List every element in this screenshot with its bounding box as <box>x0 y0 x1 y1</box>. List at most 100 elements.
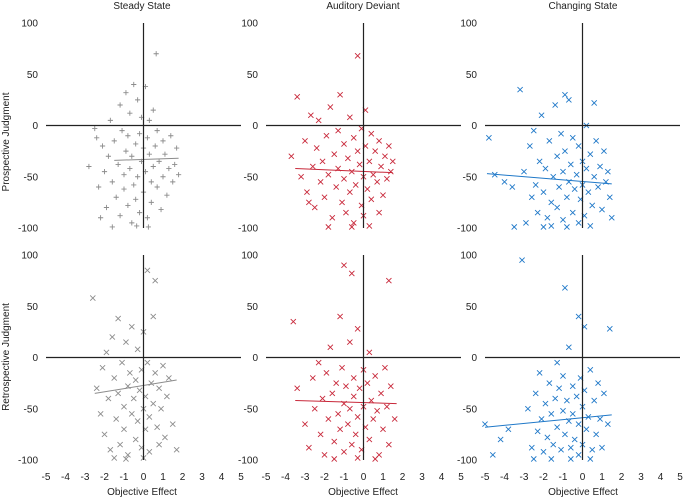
data-point <box>354 325 361 332</box>
data-point <box>127 110 133 116</box>
y-tick-label: -100 <box>238 224 258 235</box>
data-point <box>346 114 353 121</box>
data-point <box>113 416 120 422</box>
x-tick-label: -4 <box>61 472 70 483</box>
data-point <box>107 446 114 453</box>
x-tick-label: -1 <box>120 472 129 483</box>
data-point <box>563 224 570 230</box>
data-point <box>523 219 529 226</box>
data-point <box>158 405 164 412</box>
fit-line <box>486 173 612 185</box>
data-point <box>172 161 178 168</box>
data-point <box>105 153 111 159</box>
data-point <box>89 295 96 301</box>
x-tick-label: 0 <box>141 472 147 483</box>
data-point <box>354 52 361 59</box>
data-point <box>376 137 383 144</box>
data-point <box>538 112 545 119</box>
data-point <box>352 182 359 188</box>
data-point <box>575 421 582 428</box>
data-point <box>383 175 390 182</box>
data-point <box>109 179 115 185</box>
data-point <box>364 186 371 192</box>
data-point <box>526 143 533 149</box>
data-point <box>305 199 312 206</box>
panel-deviant-prospective <box>266 23 461 230</box>
data-point <box>599 444 605 451</box>
data-point <box>144 135 150 141</box>
y-tick-label: -50 <box>463 404 478 415</box>
y-tick-label: 50 <box>466 302 478 313</box>
data-point <box>569 383 576 390</box>
data-point <box>530 127 537 134</box>
data-point <box>169 421 176 428</box>
data-point <box>380 192 386 199</box>
data-point <box>563 397 570 404</box>
fit-line <box>295 168 393 174</box>
data-point <box>111 455 118 461</box>
data-point <box>327 344 334 351</box>
fit-line <box>114 157 179 161</box>
data-point <box>126 369 133 376</box>
data-point <box>107 117 113 123</box>
data-point <box>558 446 564 453</box>
data-point <box>162 434 168 441</box>
y-tick-label: -100 <box>18 224 38 235</box>
x-tick-label: 5 <box>677 472 683 483</box>
data-point <box>98 215 104 221</box>
data-point <box>356 385 363 392</box>
x-tick-label: 4 <box>658 472 664 483</box>
y-tick-label: 50 <box>247 70 259 81</box>
y-tick-label: -50 <box>24 404 39 415</box>
x-tick-label: -2 <box>100 472 109 483</box>
data-point <box>156 441 163 448</box>
y-tick-label: 0 <box>32 353 38 364</box>
data-point <box>573 393 580 400</box>
y-tick-label: 0 <box>471 353 477 364</box>
y-tick-label: -50 <box>244 404 259 415</box>
data-point <box>343 383 349 390</box>
y-tick-label: 0 <box>252 121 258 132</box>
data-point <box>128 323 135 330</box>
data-point <box>119 128 125 134</box>
y-tick-label: -50 <box>463 172 478 183</box>
data-point <box>123 339 129 346</box>
data-point <box>538 416 545 422</box>
data-point <box>556 184 563 190</box>
data-point <box>548 223 555 229</box>
data-point <box>92 125 98 132</box>
data-point <box>587 223 594 229</box>
data-point <box>354 455 361 461</box>
x-tick-label: 3 <box>419 472 425 483</box>
data-point <box>591 397 598 404</box>
y-tick-label: 50 <box>466 70 478 81</box>
data-point <box>298 173 305 180</box>
data-point <box>368 130 375 137</box>
data-point <box>542 165 549 172</box>
data-point <box>317 178 324 185</box>
data-point <box>150 400 157 407</box>
x-tick-label: -5 <box>262 472 271 483</box>
y-tick-label: -100 <box>457 456 477 467</box>
data-point <box>528 194 535 201</box>
data-point <box>352 431 359 438</box>
x-tick-label: 1 <box>380 472 386 483</box>
data-point <box>528 444 535 451</box>
data-point <box>323 132 330 139</box>
y-tick-label: 100 <box>460 19 477 30</box>
data-point <box>315 359 322 366</box>
column-title-steady: Steady State <box>113 1 171 12</box>
data-point <box>385 143 392 149</box>
data-point <box>329 214 336 221</box>
data-point <box>593 137 600 144</box>
data-point <box>366 436 373 443</box>
y-tick-label: 100 <box>241 19 258 30</box>
data-point <box>115 161 121 168</box>
data-point <box>150 313 157 320</box>
data-point <box>294 385 301 392</box>
data-point <box>99 364 106 371</box>
data-point <box>311 204 318 211</box>
data-point <box>121 186 127 192</box>
x-tick-label: -4 <box>500 472 509 483</box>
